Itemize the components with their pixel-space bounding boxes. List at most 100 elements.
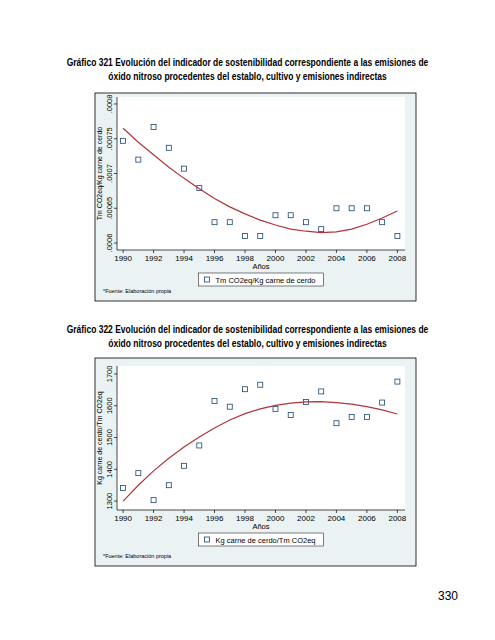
graph-region [95,358,416,566]
x-tick [275,510,276,513]
x-tick [123,250,124,253]
chart-title: Gráfico 321 Evolución del indicador de s… [67,56,429,82]
x-tick [397,510,398,513]
x-tick [184,510,185,513]
data-point [288,412,293,417]
x-tick [305,250,306,253]
x-tick-label: 2004 [328,254,346,263]
x-tick [245,250,246,253]
data-point [364,206,369,211]
data-point [121,486,126,491]
x-tick-label: 2002 [297,514,315,523]
x-tick-label: 1996 [206,514,224,523]
y-tick-label: 1300 [105,493,114,510]
x-tick-label: 1990 [114,514,132,523]
chart-title-line: Gráfico 321 Evolución del indicador de s… [67,56,429,68]
y-tick-label: .00075 [105,127,114,150]
x-tick [366,250,367,253]
x-tick-label: 1994 [175,514,193,523]
x-tick [275,250,276,253]
fit-line [123,128,397,232]
y-tick-label: 1700 [105,366,114,383]
data-point [151,124,156,129]
x-axis-title: Años [252,522,269,531]
x-tick-label: 2006 [358,514,376,523]
chart: .0006.00065.0007.00075.0008Tm CO2eq/Kg c… [95,93,416,301]
y-tick [114,405,117,406]
x-tick [123,510,124,513]
plot-region [117,366,405,510]
y-tick-label: 1600 [105,397,114,414]
data-point [349,414,354,419]
page-number: 330 [438,589,458,603]
data-point [182,166,187,171]
chart-title: Gráfico 322 Evolución del indicador de s… [67,323,429,349]
data-point [380,220,385,225]
data-point [380,400,385,405]
x-tick [214,510,215,513]
x-tick-label: 1996 [206,254,224,263]
y-tick [114,373,117,374]
x-tick-label: 2008 [388,514,406,523]
source-note: *Fuente: Elaboración propia [103,288,172,294]
chart-title-line: Gráfico 322 Evolución del indicador de s… [67,323,429,335]
plot-region [117,97,405,250]
y-axis-line [117,366,118,510]
data-point [197,443,202,448]
x-tick [305,510,306,513]
data-point [243,234,248,239]
data-point [303,220,308,225]
graph-region [95,93,416,301]
y-tick [114,437,117,438]
x-tick [336,250,337,253]
data-point [319,227,324,232]
legend-label: Tm CO2eq/Kg carne de cerdo [215,276,315,285]
legend-label: Kg carne de cerdo/Tm CO2eq [215,536,315,545]
chart-title-line: óxido nitroso procedentes del establo, c… [108,70,387,82]
x-tick-label: 2006 [358,254,376,263]
x-axis-title: Años [252,262,269,271]
y-tick [114,469,117,470]
data-layer [121,124,400,238]
source-note: *Fuente: Elaboración propia [103,553,172,559]
x-tick [184,250,185,253]
y-axis-title: Kg carne de cerdo/Tm CO2eq [96,391,104,484]
data-point [395,234,400,239]
y-tick-label: 1500 [105,429,114,446]
data-point [334,206,339,211]
x-tick [153,250,154,253]
data-point [151,498,156,503]
legend-marker [204,277,209,282]
data-point [227,220,232,225]
x-tick-label: 1992 [145,514,163,523]
y-tick-label: .0007 [105,164,114,183]
data-point [273,213,278,218]
data-point [258,382,263,387]
y-tick [114,208,117,209]
page: Gráfico 321 Evolución del indicador de s… [0,0,495,640]
data-point [349,206,354,211]
data-point [395,379,400,384]
data-point [136,471,141,476]
data-point [243,387,248,392]
x-tick-label: 2008 [388,254,406,263]
x-tick [245,510,246,513]
x-tick-label: 1990 [114,254,132,263]
legend-marker [204,537,209,542]
y-tick-label: .0008 [105,95,114,114]
x-tick-label: 2004 [328,514,346,523]
data-point [227,404,232,409]
y-tick-label: 1400 [105,461,114,478]
x-tick [214,250,215,253]
data-point [166,145,171,150]
x-tick [153,510,154,513]
fit-line [123,402,397,502]
x-tick [397,250,398,253]
data-point [166,483,171,488]
x-axis-line [117,250,405,251]
x-axis-line [117,510,405,511]
y-tick [114,243,117,244]
data-point [319,389,324,394]
data-point [212,398,217,403]
y-tick [114,103,117,104]
